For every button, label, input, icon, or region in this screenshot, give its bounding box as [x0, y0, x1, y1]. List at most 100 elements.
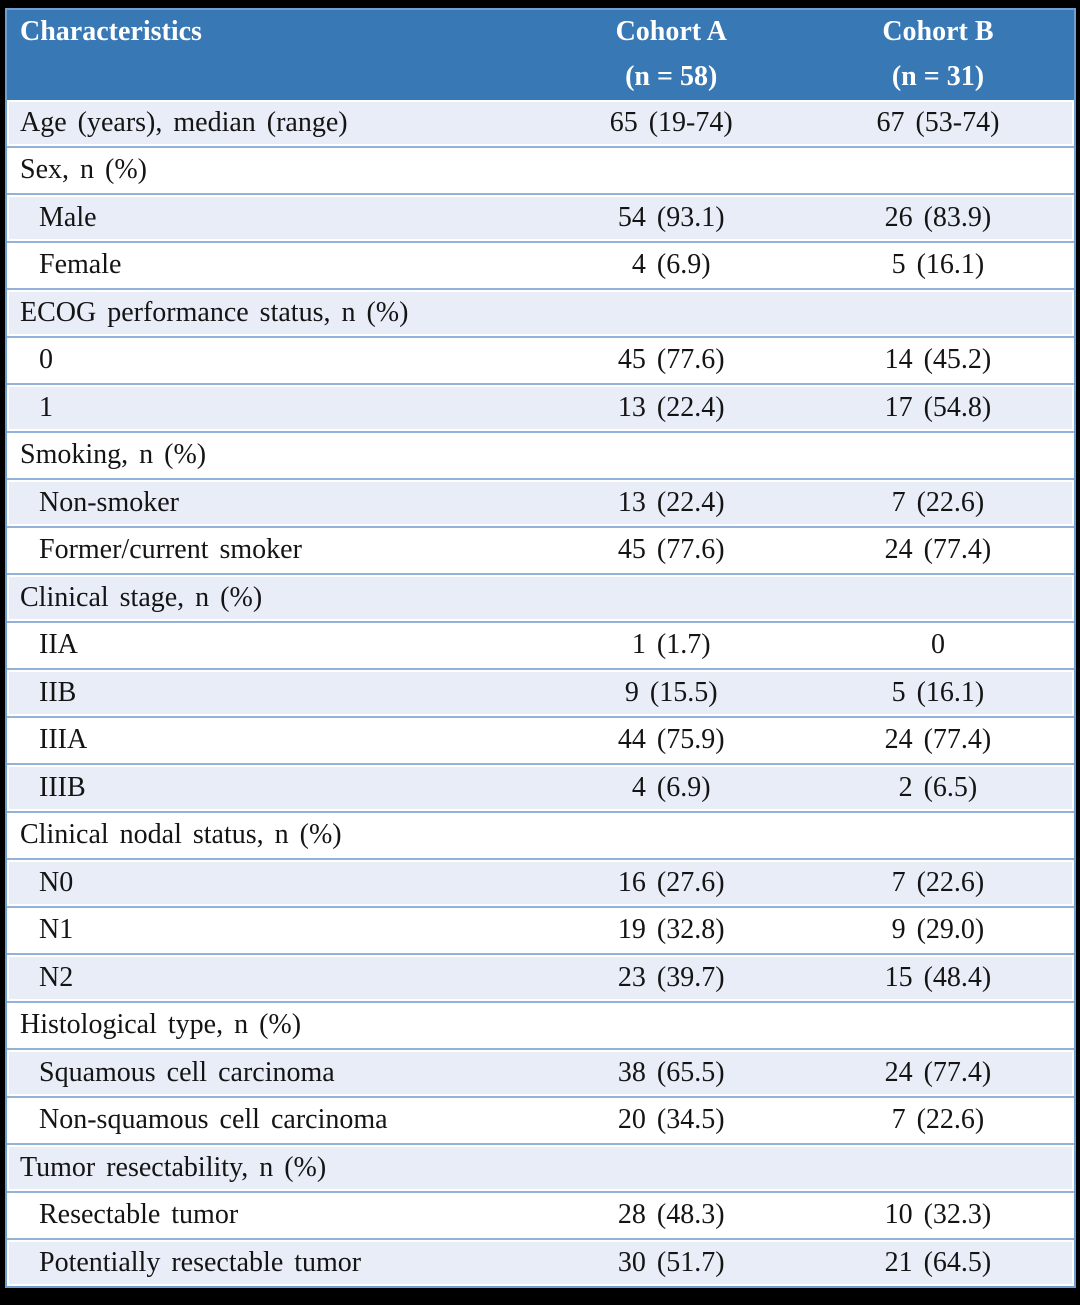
table-row: N0 16 (27.6) 7 (22.6): [7, 858, 1074, 906]
cohort-a-value: 1 (1.7): [631, 629, 711, 661]
table-row: IIB 9 (15.5) 5 (16.1): [7, 668, 1074, 716]
cohort-a-value: [541, 813, 802, 859]
cohort-b-value: 21 (64.5): [884, 1246, 992, 1278]
characteristics-table: Characteristics Cohort A (n = 58) Cohort…: [5, 8, 1076, 1288]
table-row: Former/current smoker 45 (77.6) 24 (77.4…: [7, 525, 1074, 573]
cohort-b-value: [802, 813, 1074, 859]
column-header-characteristics: Characteristics: [7, 10, 541, 100]
table-row: IIIB 4 (6.9) 2 (6.5): [7, 763, 1074, 811]
table-row: Tumor resectability, n (%): [7, 1143, 1074, 1191]
cohort-a-value: 23 (39.7): [617, 961, 725, 993]
table-row: Smoking, n (%): [7, 430, 1074, 479]
characteristic-label: N2: [39, 961, 74, 993]
cohort-a-title: Cohort A: [615, 16, 727, 47]
table-row: Non-smoker 13 (22.4) 7 (22.6): [7, 478, 1074, 526]
column-header-cohort-a: Cohort A (n = 58): [541, 10, 802, 100]
characteristic-label: Former/current smoker: [39, 534, 302, 566]
table-row: ECOG performance status, n (%): [7, 288, 1074, 336]
characteristic-label: Potentially resectable tumor: [39, 1246, 362, 1278]
characteristic-label: Tumor resectability, n (%): [20, 1151, 327, 1183]
cohort-a-value: 4 (6.9): [631, 771, 711, 803]
cohort-a-value: 45 (77.6): [617, 534, 725, 566]
table-row: Clinical nodal status, n (%): [7, 810, 1074, 859]
table-row: IIIA 44 (75.9) 24 (77.4): [7, 715, 1074, 763]
characteristic-label: Clinical nodal status, n (%): [20, 819, 342, 851]
cohort-a-value: 20 (34.5): [617, 1104, 725, 1136]
cohort-b-value: [802, 290, 1074, 336]
table-row: Potentially resectable tumor 30 (51.7) 2…: [7, 1238, 1074, 1286]
cohort-b-value: 5 (16.1): [891, 676, 985, 708]
cohort-a-value: 28 (48.3): [617, 1199, 725, 1231]
cohort-b-value: [802, 1003, 1074, 1049]
table-row: 0 45 (77.6) 14 (45.2): [7, 335, 1074, 383]
characteristic-label: N0: [39, 866, 74, 898]
column-header-characteristics-label: Characteristics: [20, 16, 202, 47]
table-row: Age (years), median (range) 65 (19-74) 6…: [7, 100, 1074, 146]
table-row: N2 23 (39.7) 15 (48.4): [7, 953, 1074, 1001]
characteristic-label: Non-squamous cell carcinoma: [39, 1104, 388, 1136]
table-row: Female 4 (6.9) 5 (16.1): [7, 240, 1074, 288]
cohort-a-value: 30 (51.7): [617, 1246, 725, 1278]
cohort-a-value: [541, 290, 802, 336]
characteristic-label: Age (years), median (range): [20, 106, 348, 138]
cohort-b-value: 5 (16.1): [891, 249, 985, 281]
cohort-b-value: 24 (77.4): [884, 724, 992, 756]
characteristic-label: IIA: [39, 629, 78, 661]
characteristic-label: IIB: [39, 676, 77, 708]
table-row: Male 54 (93.1) 26 (83.9): [7, 193, 1074, 241]
cohort-b-value: 15 (48.4): [884, 961, 992, 993]
cohort-a-value: [541, 1003, 802, 1049]
cohort-a-n: (n = 58): [625, 61, 718, 92]
characteristic-label: Female: [39, 249, 122, 281]
cohort-a-value: 13 (22.4): [617, 486, 725, 518]
cohort-a-value: 38 (65.5): [617, 1056, 725, 1088]
cohort-b-value: [802, 575, 1074, 621]
cohort-b-title: Cohort B: [882, 16, 994, 47]
characteristic-label: Male: [39, 201, 97, 233]
cohort-b-value: 14 (45.2): [884, 344, 992, 376]
cohort-a-value: 19 (32.8): [617, 914, 725, 946]
characteristic-label: 1: [39, 391, 53, 423]
cohort-a-value: 54 (93.1): [617, 201, 725, 233]
cohort-a-value: 45 (77.6): [617, 344, 725, 376]
cohort-b-value: 7 (22.6): [891, 1104, 985, 1136]
cohort-b-value: 7 (22.6): [891, 486, 985, 518]
cohort-b-value: 17 (54.8): [884, 391, 992, 423]
table-row: N1 19 (32.8) 9 (29.0): [7, 905, 1074, 953]
cohort-a-value: 65 (19-74): [609, 106, 733, 138]
characteristic-label: Clinical stage, n (%): [20, 581, 263, 613]
cohort-a-value: 13 (22.4): [617, 391, 725, 423]
cohort-b-value: 2 (6.5): [898, 771, 978, 803]
table-row: Non-squamous cell carcinoma 20 (34.5) 7 …: [7, 1095, 1074, 1143]
characteristic-label: IIIA: [39, 724, 88, 756]
column-header-cohort-b: Cohort B (n = 31): [802, 10, 1074, 100]
characteristic-label: Resectable tumor: [39, 1199, 239, 1231]
table-body: Age (years), median (range) 65 (19-74) 6…: [7, 100, 1074, 1286]
table-row: Squamous cell carcinoma 38 (65.5) 24 (77…: [7, 1048, 1074, 1096]
table-row: Resectable tumor 28 (48.3) 10 (32.3): [7, 1190, 1074, 1238]
cohort-a-value: [541, 148, 802, 194]
table-row: Histological type, n (%): [7, 1000, 1074, 1049]
cohort-a-value: [541, 1145, 802, 1191]
table-row: IIA 1 (1.7) 0: [7, 620, 1074, 668]
characteristic-label: Non-smoker: [39, 486, 179, 518]
cohort-b-value: 0: [930, 629, 945, 661]
cohort-b-value: 67 (53-74): [876, 106, 1000, 138]
characteristic-label: ECOG performance status, n (%): [20, 296, 409, 328]
cohort-b-value: [802, 433, 1074, 479]
characteristic-label: IIIB: [39, 771, 86, 803]
cohort-a-value: [541, 433, 802, 479]
cohort-a-value: 4 (6.9): [631, 249, 711, 281]
characteristic-label: Histological type, n (%): [20, 1009, 302, 1041]
cohort-b-value: 24 (77.4): [884, 1056, 992, 1088]
cohort-b-value: 9 (29.0): [891, 914, 985, 946]
table-row: Sex, n (%): [7, 145, 1074, 194]
cohort-b-value: 10 (32.3): [884, 1199, 992, 1231]
cohort-a-value: [541, 575, 802, 621]
cohort-b-value: 26 (83.9): [884, 201, 992, 233]
characteristic-label: 0: [39, 344, 53, 376]
cohort-a-value: 16 (27.6): [617, 866, 725, 898]
table-header-row: Characteristics Cohort A (n = 58) Cohort…: [7, 10, 1074, 100]
characteristic-label: Sex, n (%): [20, 154, 147, 186]
